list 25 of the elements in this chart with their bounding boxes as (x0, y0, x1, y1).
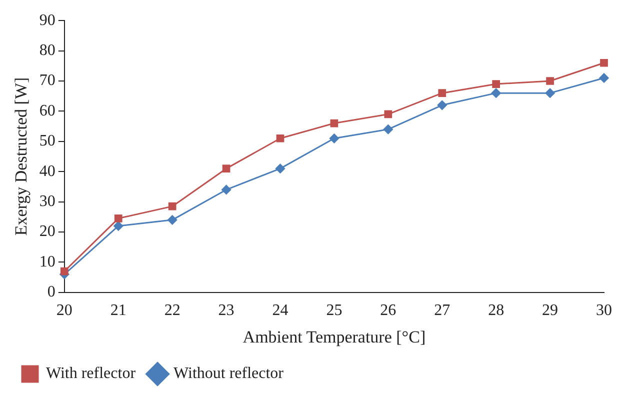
y-axis-title: Exergy Destructed [W] (12, 77, 31, 236)
y-tick-label: 40 (39, 162, 56, 180)
x-tick-label: 23 (218, 302, 234, 320)
y-tick-label: 30 (39, 193, 56, 210)
x-tick-label: 28 (488, 302, 504, 320)
legend-label: With reflector (46, 365, 136, 382)
x-tick-label: 24 (272, 302, 288, 320)
x-tick-label: 21 (110, 302, 126, 320)
x-tick-label: 25 (326, 302, 342, 320)
x-tick-label: 30 (596, 302, 612, 320)
x-tick-label: 26 (380, 302, 396, 320)
x-tick-label: 20 (56, 302, 72, 320)
legend-label: Without reflector (174, 365, 284, 382)
y-tick-label: 70 (39, 72, 56, 90)
y-tick-label: 10 (39, 253, 56, 270)
x-tick-label: 29 (542, 302, 558, 320)
x-tick-label: 22 (164, 302, 180, 320)
y-tick-label: 80 (39, 42, 56, 60)
y-tick-label: 60 (39, 102, 56, 120)
y-tick-label: 50 (39, 132, 56, 150)
x-tick-label: 27 (434, 302, 450, 320)
y-tick-label: 90 (39, 12, 56, 29)
y-tick-label: 20 (39, 223, 56, 240)
y-tick-label: 0 (47, 284, 56, 301)
x-axis-title: Ambient Temperature [°C] (242, 327, 426, 346)
